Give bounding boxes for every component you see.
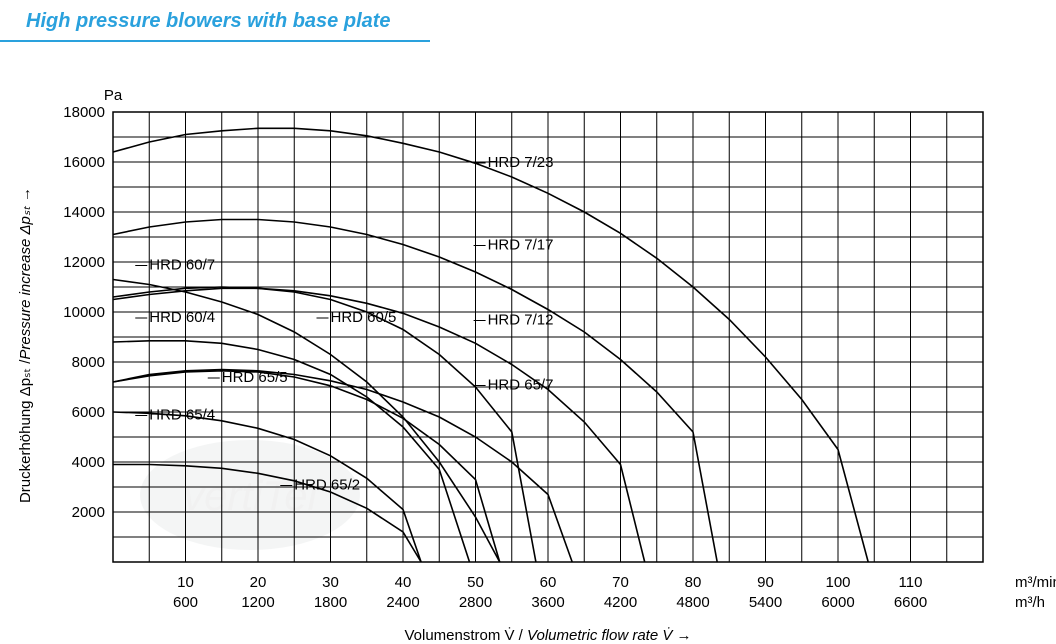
watermark-logo: vertiTel (140, 440, 360, 550)
x-tick-label-top: 40 (395, 574, 412, 591)
x-tick-label-bottom: 2400 (386, 594, 419, 611)
y-tick-label: 10000 (63, 304, 105, 321)
curve-label: HRD 7/17 (488, 237, 554, 254)
curve-label: HRD 60/5 (331, 309, 397, 326)
x-tick-label-top: 70 (612, 574, 629, 591)
x-tick-labels-bottom: 600 1200 1800 2400 2800 3600 4200 4800 5400 6000 6… (173, 594, 927, 611)
y-tick-label: 4000 (72, 454, 105, 471)
x-tick-label-bottom: 6000 (821, 594, 854, 611)
x-axis-label: Volumenstrom V̇ / Volumetric flow rate V… (404, 627, 691, 644)
x-tick-label-bottom: 3600 (531, 594, 564, 611)
curve-label: HRD 65/7 (488, 377, 554, 394)
curve-label: HRD 65/5 (222, 369, 288, 386)
x-tick-label-bottom: 4200 (604, 594, 637, 611)
x-tick-label-top: 100 (825, 574, 850, 591)
x-tick-label-bottom: 2800 (459, 594, 492, 611)
x-tick-label-bottom: 5400 (749, 594, 782, 611)
x-tick-label-bottom: 600 (173, 594, 198, 611)
page-title: High pressure blowers with base plate (26, 10, 391, 33)
y-tick-label: 16000 (63, 154, 105, 171)
curve-label: HRD 65/2 (294, 477, 360, 494)
x-tick-label-top: 30 (322, 574, 339, 591)
curve-label: HRD 65/4 (149, 407, 215, 424)
curve-label: HRD 7/23 (488, 154, 554, 171)
x-tick-labels-top: 10 20 30 40 50 60 70 80 90 100 110 (177, 574, 922, 591)
page-root: High pressure blowers with base plate ve… (0, 0, 1056, 644)
y-tick-label: 14000 (63, 204, 105, 221)
y-tick-labels: 2000 4000 6000 8000 10000 12000 14000 16000 1800… (63, 104, 105, 521)
curve-labels: HRD 7/23 HRD 7/17 HRD 60/7 HRD 60/5 HRD 7/12… (135, 154, 553, 494)
y-axis-label: Druckerhöhung Δpₛₜ /Pressure increase Δp… (17, 187, 34, 503)
performance-chart: vertiTel HRD 7/23 HRD 7/17 HRD 60/7 HRD 60/… (0, 55, 1056, 644)
x-tick-label-bottom: 4800 (676, 594, 709, 611)
x-tick-label-top: 50 (467, 574, 484, 591)
y-tick-label: 6000 (72, 404, 105, 421)
x-axis-unit-bottom: m³/h (1015, 594, 1045, 611)
x-tick-label-top: 10 (177, 574, 194, 591)
y-tick-label: 8000 (72, 354, 105, 371)
y-tick-label: 18000 (63, 104, 105, 121)
curve-label: HRD 7/12 (488, 312, 554, 329)
x-tick-label-bottom: 1800 (314, 594, 347, 611)
x-tick-label-top: 110 (899, 574, 923, 591)
x-axis-unit-top: m³/min (1015, 574, 1056, 591)
x-tick-label-top: 90 (757, 574, 774, 591)
chart-svg: vertiTel HRD 7/23 HRD 7/17 HRD 60/7 HRD 60/… (0, 55, 1056, 644)
y-tick-label: 12000 (63, 254, 105, 271)
y-axis-unit: Pa (104, 87, 123, 104)
curve-label: HRD 60/7 (149, 257, 215, 274)
x-tick-label-bottom: 1200 (241, 594, 274, 611)
curve-label: HRD 60/4 (149, 309, 215, 326)
x-tick-label-top: 80 (685, 574, 702, 591)
x-tick-label-top: 20 (250, 574, 267, 591)
y-tick-label: 2000 (72, 504, 105, 521)
title-underline (0, 40, 430, 42)
x-tick-label-top: 60 (540, 574, 557, 591)
x-tick-label-bottom: 6600 (894, 594, 927, 611)
